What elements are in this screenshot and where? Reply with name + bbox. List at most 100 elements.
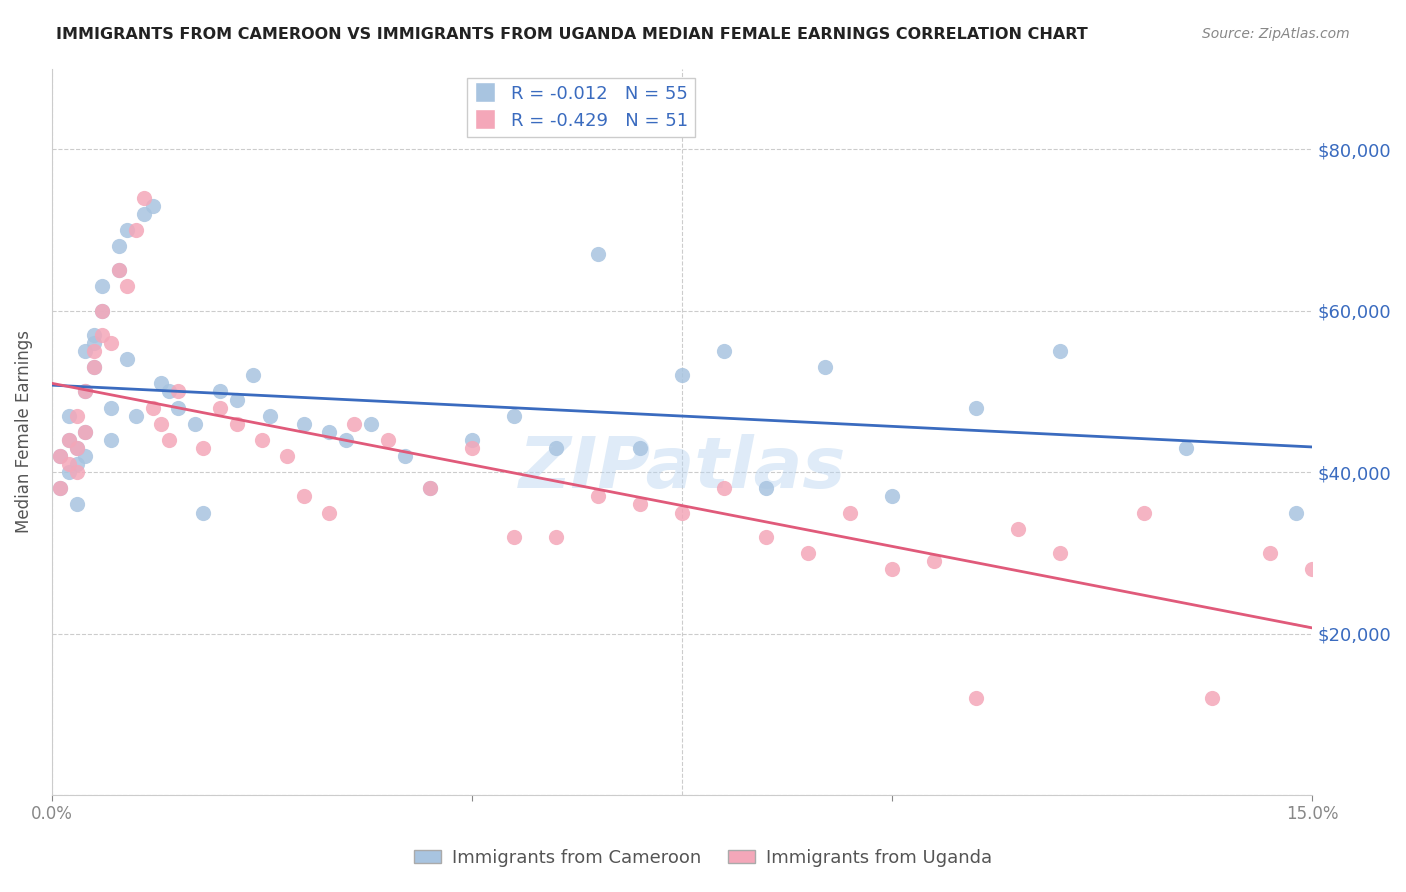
Point — [839, 506, 862, 520]
Point — [544, 530, 567, 544]
Point — [628, 441, 651, 455]
Point — [1201, 691, 1223, 706]
Point — [75, 449, 97, 463]
Point — [713, 344, 735, 359]
Point — [191, 506, 214, 520]
Legend: Immigrants from Cameroon, Immigrants from Uganda: Immigrants from Cameroon, Immigrants fro… — [406, 842, 1000, 874]
Point — [394, 449, 416, 463]
Point — [755, 530, 778, 544]
Point — [922, 554, 945, 568]
Point — [544, 441, 567, 455]
Point — [157, 384, 180, 399]
Point — [671, 368, 693, 383]
Point — [965, 401, 987, 415]
Point — [882, 489, 904, 503]
Point — [166, 384, 188, 399]
Point — [66, 457, 89, 471]
Point — [117, 279, 139, 293]
Point — [250, 433, 273, 447]
Point — [150, 376, 173, 391]
Point — [134, 207, 156, 221]
Point — [1133, 506, 1156, 520]
Point — [91, 303, 114, 318]
Point — [125, 409, 148, 423]
Point — [1007, 522, 1029, 536]
Point — [461, 433, 484, 447]
Point — [1260, 546, 1282, 560]
Point — [882, 562, 904, 576]
Point — [83, 360, 105, 375]
Point — [377, 433, 399, 447]
Point — [713, 481, 735, 495]
Point — [75, 344, 97, 359]
Point — [83, 344, 105, 359]
Point — [49, 481, 72, 495]
Point — [66, 441, 89, 455]
Point — [183, 417, 205, 431]
Point — [75, 425, 97, 439]
Point — [259, 409, 281, 423]
Point — [335, 433, 357, 447]
Point — [58, 433, 80, 447]
Point — [318, 506, 340, 520]
Point — [108, 263, 131, 277]
Point — [91, 303, 114, 318]
Point — [66, 409, 89, 423]
Point — [150, 417, 173, 431]
Point — [208, 384, 231, 399]
Point — [58, 465, 80, 479]
Point — [360, 417, 382, 431]
Point — [318, 425, 340, 439]
Point — [276, 449, 298, 463]
Point — [1049, 344, 1071, 359]
Point — [100, 401, 122, 415]
Point — [49, 449, 72, 463]
Point — [343, 417, 366, 431]
Point — [75, 425, 97, 439]
Point — [91, 279, 114, 293]
Text: IMMIGRANTS FROM CAMEROON VS IMMIGRANTS FROM UGANDA MEDIAN FEMALE EARNINGS CORREL: IMMIGRANTS FROM CAMEROON VS IMMIGRANTS F… — [56, 27, 1088, 42]
Point — [292, 489, 315, 503]
Text: Source: ZipAtlas.com: Source: ZipAtlas.com — [1202, 27, 1350, 41]
Point — [100, 433, 122, 447]
Point — [1284, 506, 1306, 520]
Point — [66, 465, 89, 479]
Point — [49, 481, 72, 495]
Point — [58, 433, 80, 447]
Point — [125, 223, 148, 237]
Point — [108, 239, 131, 253]
Point — [166, 401, 188, 415]
Y-axis label: Median Female Earnings: Median Female Earnings — [15, 330, 32, 533]
Point — [142, 401, 165, 415]
Point — [157, 433, 180, 447]
Point — [58, 409, 80, 423]
Point — [108, 263, 131, 277]
Point — [208, 401, 231, 415]
Point — [83, 360, 105, 375]
Point — [503, 409, 526, 423]
Point — [58, 457, 80, 471]
Point — [191, 441, 214, 455]
Point — [586, 247, 609, 261]
Point — [142, 199, 165, 213]
Point — [75, 384, 97, 399]
Point — [117, 352, 139, 367]
Point — [225, 417, 247, 431]
Point — [134, 191, 156, 205]
Point — [461, 441, 484, 455]
Point — [1049, 546, 1071, 560]
Point — [242, 368, 264, 383]
Point — [965, 691, 987, 706]
Point — [814, 360, 837, 375]
Point — [91, 327, 114, 342]
Point — [66, 498, 89, 512]
Point — [117, 223, 139, 237]
Point — [1301, 562, 1323, 576]
Point — [1175, 441, 1198, 455]
Point — [292, 417, 315, 431]
Legend: R = -0.012   N = 55, R = -0.429   N = 51: R = -0.012 N = 55, R = -0.429 N = 51 — [467, 78, 695, 137]
Point — [797, 546, 820, 560]
Point — [225, 392, 247, 407]
Point — [83, 327, 105, 342]
Point — [419, 481, 441, 495]
